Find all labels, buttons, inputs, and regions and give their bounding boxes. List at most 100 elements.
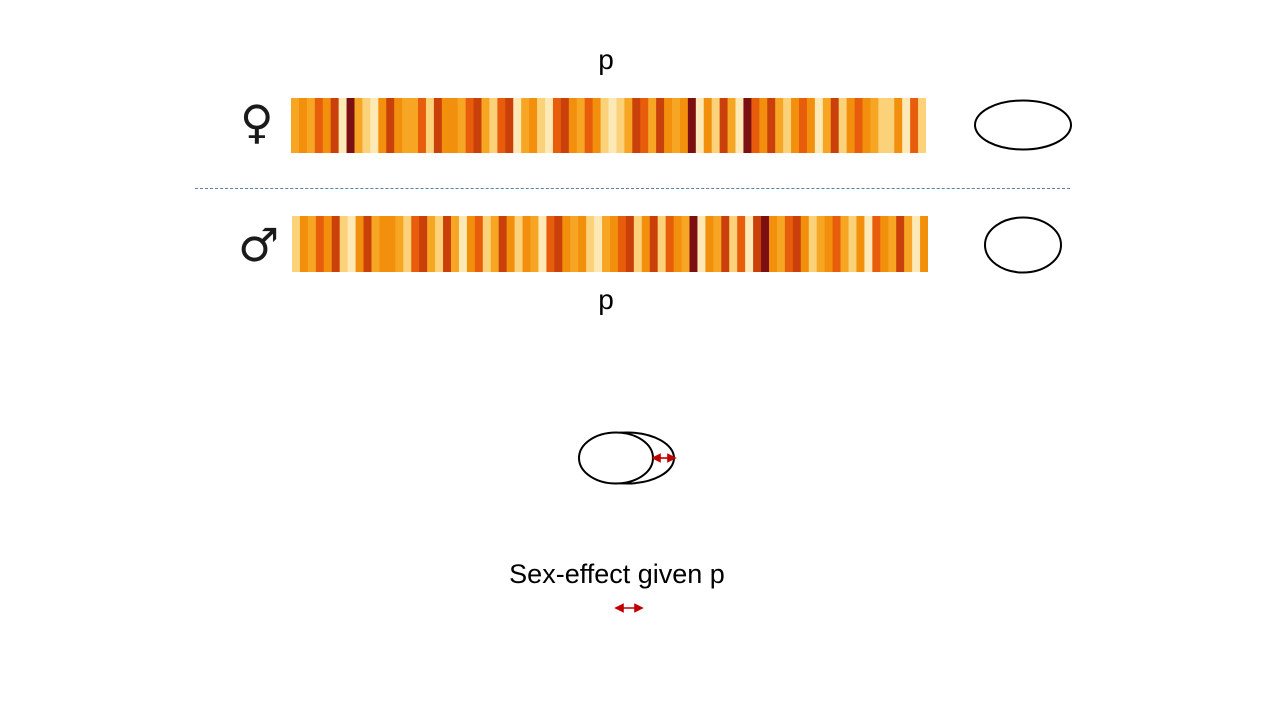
female-stripe	[505, 98, 514, 153]
female-stripe	[616, 98, 625, 153]
male-stripe	[856, 216, 865, 272]
female-stripe	[878, 98, 887, 153]
female-stripe	[537, 98, 546, 153]
male-stripe	[514, 216, 524, 272]
male-stripe	[888, 216, 897, 272]
female-stripe	[719, 98, 729, 153]
male-stripe	[824, 216, 834, 272]
female-stripe	[854, 98, 864, 153]
male-stripe	[554, 216, 563, 272]
male-stripe	[506, 216, 516, 272]
female-stripe	[489, 98, 498, 153]
female-stripe	[584, 98, 594, 153]
female-stripe	[830, 98, 840, 153]
male-stripe	[419, 216, 428, 272]
male-stripe	[665, 216, 675, 272]
male-stripe	[617, 216, 627, 272]
male-overlap-ellipse	[578, 431, 654, 485]
female-stripe	[457, 98, 467, 153]
male-stripe	[307, 216, 317, 272]
male-stripe	[578, 216, 587, 272]
male-stripe	[641, 216, 651, 272]
female-stripe	[640, 98, 649, 153]
female-stripe	[402, 98, 411, 153]
female-stripe	[291, 98, 300, 153]
female-stripe	[894, 98, 903, 153]
male-stripe	[800, 216, 810, 272]
male-stripe	[458, 216, 468, 272]
female-stripe	[806, 98, 816, 153]
male-stripe	[379, 216, 388, 272]
female-stripe	[608, 98, 618, 153]
male-stripe	[729, 216, 738, 272]
male-stripe	[371, 216, 381, 272]
male-stripe	[625, 216, 635, 272]
male-stripe	[594, 216, 603, 272]
male-stripe	[753, 216, 762, 272]
male-stripe	[610, 216, 619, 272]
female-stripe	[306, 98, 316, 153]
female-stripe	[775, 98, 784, 153]
female-stripe	[846, 98, 856, 153]
male-stripe	[339, 216, 349, 272]
male-stripe	[816, 216, 826, 272]
male-stripe	[657, 216, 667, 272]
female-stripe	[910, 98, 919, 153]
male-stripe	[570, 216, 579, 272]
female-stripe	[695, 98, 705, 153]
female-stripe	[648, 98, 657, 153]
male-stripe	[522, 216, 532, 272]
male-stripe	[713, 216, 722, 272]
male-stripe	[872, 216, 881, 272]
male-stripe	[427, 216, 436, 272]
male-stripe	[347, 216, 357, 272]
female-stripe	[838, 98, 848, 153]
male-stripe	[602, 216, 611, 272]
female-stripe	[370, 98, 379, 153]
male-stripe	[912, 216, 921, 272]
female-stripe	[425, 98, 435, 153]
male-stripe	[538, 216, 547, 272]
female-stripe	[322, 98, 332, 153]
female-stripe	[473, 98, 483, 153]
female-stripe	[870, 98, 879, 153]
female-stripe	[791, 98, 800, 153]
female-stripe	[711, 98, 721, 153]
bottom-p-label: p	[598, 284, 614, 315]
male-stripe	[705, 216, 714, 272]
female-stripe	[433, 98, 443, 153]
female-stripe	[560, 98, 570, 153]
male-stripe	[546, 216, 555, 272]
male-stripe	[880, 216, 889, 272]
female-stripe	[314, 98, 324, 153]
top-p-label: p	[598, 44, 614, 75]
female-stripe	[330, 98, 340, 153]
female-stripe	[902, 98, 911, 153]
female-stripe	[497, 98, 506, 153]
male-stripe	[466, 216, 476, 272]
female-stripe	[664, 98, 673, 153]
female-stripe	[576, 98, 586, 153]
female-stripe	[545, 98, 554, 153]
male-stripe	[490, 216, 500, 272]
female-stripe	[394, 98, 403, 153]
male-stripe	[355, 216, 365, 272]
male-stripe	[482, 216, 492, 272]
male-stripe	[737, 216, 746, 272]
male-ellipse	[984, 216, 1062, 274]
male-stripe	[697, 216, 706, 272]
male-stripe	[435, 216, 444, 272]
female-stripe	[386, 98, 395, 153]
female-stripe	[552, 98, 562, 153]
female-stripe	[354, 98, 364, 153]
male-stripe	[387, 216, 396, 272]
female-stripe	[529, 98, 538, 153]
female-symbol-icon: ♀	[240, 95, 274, 149]
male-stripe	[649, 216, 659, 272]
male-symbol-icon: ♂	[238, 218, 280, 272]
male-stripe	[411, 216, 420, 272]
male-stripe	[784, 216, 794, 272]
male-stripe	[498, 216, 508, 272]
female-stripe	[592, 98, 602, 153]
